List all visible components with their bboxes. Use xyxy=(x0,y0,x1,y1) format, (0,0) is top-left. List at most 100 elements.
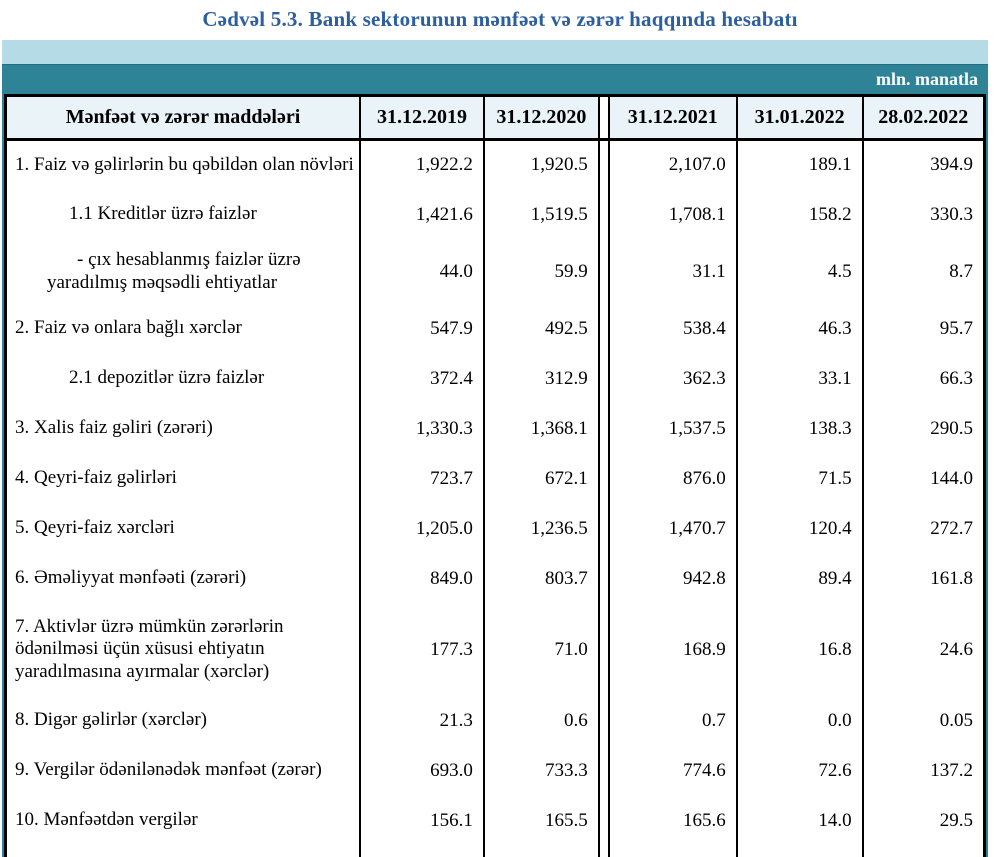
cell-value: 362.3 xyxy=(607,353,738,404)
column-group-separator xyxy=(597,695,610,746)
cell-value: 1,368.1 xyxy=(482,403,600,454)
column-group-separator xyxy=(597,553,610,604)
cell-value: 165.6 xyxy=(607,795,738,846)
table-row: 7. Aktivlər üzrə mümkün zərərlərin ödəni… xyxy=(4,603,986,696)
cell-value: 156.1 xyxy=(359,795,485,846)
cell-value: 733.3 xyxy=(482,745,600,796)
table-row: 3. Xalis faiz gəliri (zərəri) 1,330.3 1,36… xyxy=(4,403,986,454)
cell-value: 1,236.5 xyxy=(482,503,600,554)
table-row: 4. Qeyri-faiz gəlirləri 723.7 672.1 876.0 71… xyxy=(4,453,986,504)
table-row: 11. Xalis mənfəət (zərər)536.9567.8 609.0… xyxy=(4,845,986,857)
column-header-date: 31.12.2021 xyxy=(607,95,738,141)
cell-value: 1,708.1 xyxy=(607,189,738,240)
cell-value: 2,107.0 xyxy=(607,139,738,190)
cell-value: 95.7 xyxy=(861,303,986,354)
cell-value: 1,537.5 xyxy=(607,403,738,454)
column-group-separator xyxy=(597,95,610,141)
cell-value: 120.4 xyxy=(735,503,864,554)
page-title: Cədvəl 5.3. Bank sektorunun mənfəət və z… xyxy=(202,7,798,31)
row-label: 4. Qeyri-faiz gəlirləri xyxy=(4,453,362,504)
cell-value: 538.4 xyxy=(607,303,738,354)
profit-loss-table: Mənfəət və zərər maddələri 31.12.2019 31… xyxy=(4,94,986,857)
cell-value: 672.1 xyxy=(482,453,600,504)
cell-value: 290.5 xyxy=(861,403,986,454)
cell-value: 1,519.5 xyxy=(482,189,600,240)
cell-value: 567.8 xyxy=(482,845,600,857)
row-label: 3. Xalis faiz gəliri (zərəri) xyxy=(4,403,362,454)
cell-value: 849.0 xyxy=(359,553,485,604)
table-row: 1.1 Kreditlər üzrə faizlər 1,421.6 1,519.5… xyxy=(4,189,986,240)
row-label: 11. Xalis mənfəət (zərər) xyxy=(4,845,362,857)
cell-value: 177.3 xyxy=(359,603,485,696)
table-row: 6. Əməliyyat mənfəəti (zərəri) 849.0 803.7… xyxy=(4,553,986,604)
table-row: 8. Digər gəlirlər (xərclər) 21.3 0.6 0.7 0.0… xyxy=(4,695,986,746)
cell-value: 58.6 xyxy=(735,845,864,857)
row-label: - çıx hesablanmış faizlər üzrə yaradılmı… xyxy=(4,239,362,304)
column-group-separator xyxy=(597,403,610,454)
cell-value: 71.0 xyxy=(482,603,600,696)
table-header: Mənfəət və zərər maddələri 31.12.2019 31… xyxy=(4,95,986,141)
column-group-separator xyxy=(597,239,610,304)
cell-value: 1,421.6 xyxy=(359,189,485,240)
cell-value: 21.3 xyxy=(359,695,485,746)
cell-value: 723.7 xyxy=(359,453,485,504)
cell-value: 14.0 xyxy=(735,795,864,846)
cell-value: 312.9 xyxy=(482,353,600,404)
cell-value: 1,470.7 xyxy=(607,503,738,554)
cell-value: 0.6 xyxy=(482,695,600,746)
decorative-band-light xyxy=(2,40,988,64)
cell-value: 492.5 xyxy=(482,303,600,354)
row-label: 9. Vergilər ödənilənədək mənfəət (zərər) xyxy=(4,745,362,796)
column-header-date: 31.01.2022 xyxy=(735,95,864,141)
cell-value: 536.9 xyxy=(359,845,485,857)
table-body: 1. Faiz və gəlirlərin bu qəbildən olan n… xyxy=(4,139,986,857)
row-label: 2.1 depozitlər üzrə faizlər xyxy=(4,353,362,404)
row-label: 8. Digər gəlirlər (xərclər) xyxy=(4,695,362,746)
cell-value: 137.2 xyxy=(861,745,986,796)
cell-value: 803.7 xyxy=(482,553,600,604)
row-label: 10. Mənfəətdən vergilər xyxy=(4,795,362,846)
column-group-separator xyxy=(597,139,610,190)
cell-value: 1,205.0 xyxy=(359,503,485,554)
cell-value: 0.0 xyxy=(735,695,864,746)
cell-value: 189.1 xyxy=(735,139,864,190)
row-label: 1. Faiz və gəlirlərin bu qəbildən olan n… xyxy=(4,139,362,190)
cell-value: 16.8 xyxy=(735,603,864,696)
header-row: Mənfəət və zərər maddələri 31.12.2019 31… xyxy=(4,95,986,141)
cell-value: 168.9 xyxy=(607,603,738,696)
cell-value: 158.2 xyxy=(735,189,864,240)
cell-value: 774.6 xyxy=(607,745,738,796)
cell-value: 46.3 xyxy=(735,303,864,354)
table-row: 2.1 depozitlər üzrə faizlər 372.4 312.9 362… xyxy=(4,353,986,404)
cell-value: 24.6 xyxy=(861,603,986,696)
cell-value: 138.3 xyxy=(735,403,864,454)
cell-value: 330.3 xyxy=(861,189,986,240)
cell-value: 876.0 xyxy=(607,453,738,504)
cell-value: 71.5 xyxy=(735,453,864,504)
table-row: 10. Mənfəətdən vergilər 156.1 165.5 165.6 14… xyxy=(4,795,986,846)
cell-value: 29.5 xyxy=(861,795,986,846)
cell-value: 31.1 xyxy=(607,239,738,304)
table-row: 2. Faiz və onlara bağlı xərclər 547.9 492.… xyxy=(4,303,986,354)
column-group-separator xyxy=(597,189,610,240)
cell-value: 0.7 xyxy=(607,695,738,746)
cell-value: 165.5 xyxy=(482,795,600,846)
cell-value: 144.0 xyxy=(861,453,986,504)
cell-value: 4.5 xyxy=(735,239,864,304)
column-group-separator xyxy=(597,795,610,846)
column-header-items: Mənfəət və zərər maddələri xyxy=(4,95,362,141)
column-group-separator xyxy=(597,503,610,554)
row-label: 2. Faiz və onlara bağlı xərclər xyxy=(4,303,362,354)
row-label: 5. Qeyri-faiz xərcləri xyxy=(4,503,362,554)
column-header-date: 31.12.2019 xyxy=(359,95,485,141)
column-header-date: 31.12.2020 xyxy=(482,95,600,141)
column-header-date: 28.02.2022 xyxy=(861,95,986,141)
cell-value: 1,330.3 xyxy=(359,403,485,454)
cell-value: 33.1 xyxy=(735,353,864,404)
cell-value: 1,922.2 xyxy=(359,139,485,190)
unit-label: mln. manatla xyxy=(875,69,978,89)
table-row: 5. Qeyri-faiz xərcləri 1,205.0 1,236.5 1,47… xyxy=(4,503,986,554)
cell-value: 59.9 xyxy=(482,239,600,304)
cell-value: 8.7 xyxy=(861,239,986,304)
